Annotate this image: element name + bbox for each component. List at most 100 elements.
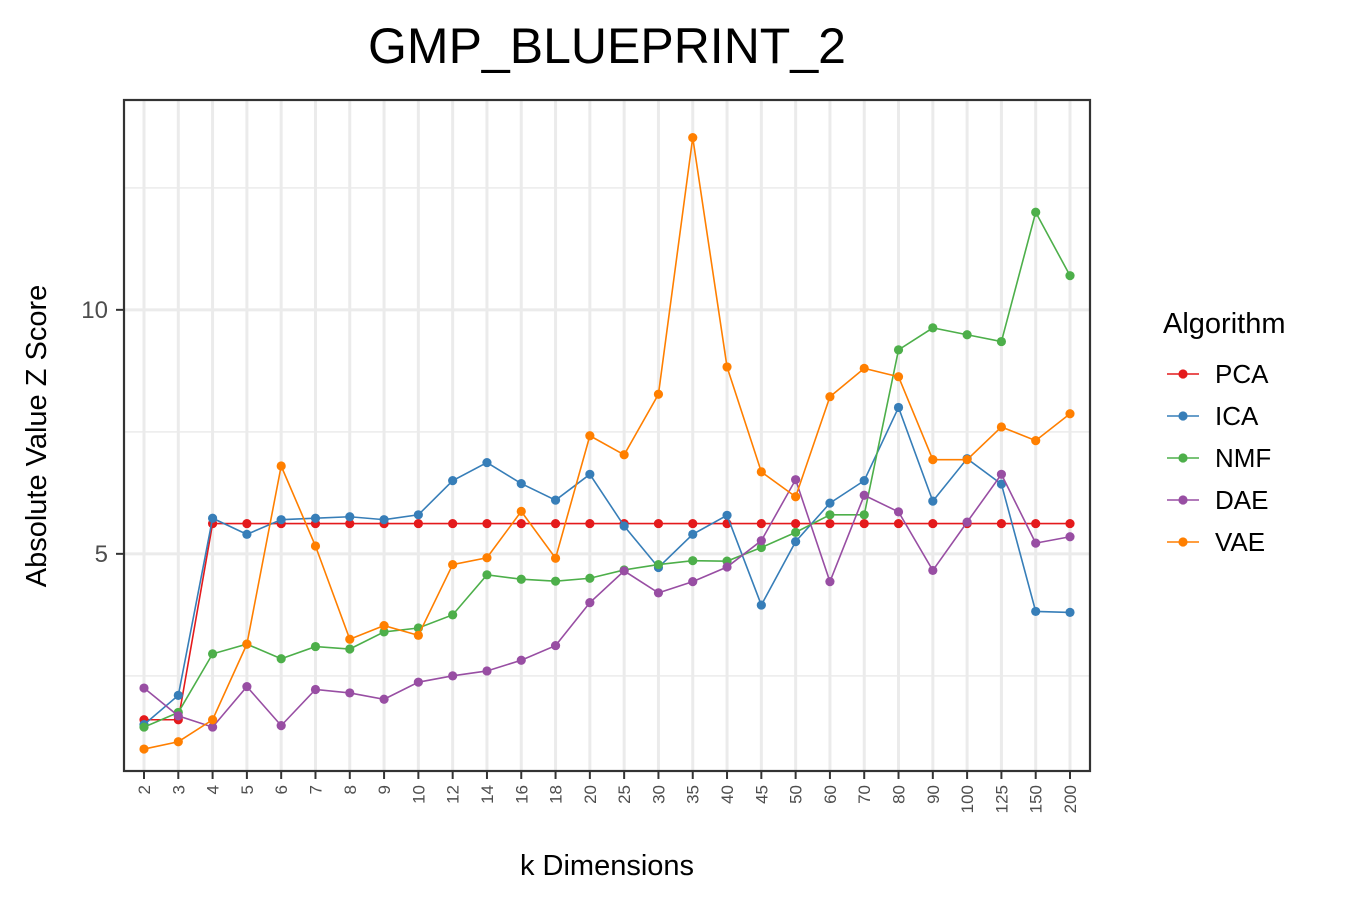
data-point-nmf: [585, 573, 595, 583]
data-point-vae: [893, 372, 904, 382]
data-point-pca: [550, 518, 561, 529]
series-dae: [139, 469, 1075, 732]
data-point-dae: [516, 655, 526, 665]
data-point-nmf: [756, 542, 766, 553]
data-point-nmf: [482, 570, 492, 580]
data-point-vae: [516, 506, 526, 516]
x-tick-label: 80: [890, 785, 909, 804]
legend-item-vae: VAE: [1167, 527, 1265, 557]
data-point-dae: [345, 688, 355, 698]
series-line-ica: [143, 405, 1071, 726]
data-point-dae: [482, 666, 492, 676]
x-tick-label: 70: [855, 785, 874, 804]
data-point-ica: [173, 690, 183, 700]
x-tick-label: 25: [615, 785, 634, 804]
data-point-pca: [345, 518, 355, 529]
data-point-pca: [585, 518, 595, 529]
legend-label: ICA: [1215, 401, 1259, 431]
x-tick-label: 60: [821, 785, 840, 804]
data-point-pca: [1065, 518, 1075, 529]
data-point-ica: [448, 476, 458, 486]
data-point-vae: [482, 553, 492, 563]
x-tick-label: 16: [512, 785, 531, 804]
data-point-ica: [585, 469, 595, 479]
x-tick-label: 7: [306, 785, 325, 794]
legend-items: PCA ICA NMF DAE VAE: [1167, 359, 1271, 557]
data-point-dae: [928, 565, 938, 576]
panel-border: [122, 98, 1092, 773]
data-point-ica: [413, 510, 423, 520]
data-point-vae: [688, 132, 698, 143]
data-point-dae: [619, 566, 629, 576]
data-point-ica: [276, 515, 286, 525]
data-point-nmf: [379, 627, 389, 637]
data-point-dae: [276, 721, 286, 731]
data-point-dae: [550, 640, 561, 651]
series-layer: [139, 132, 1075, 754]
legend-key-point: [1178, 537, 1188, 547]
data-point-pca: [859, 518, 869, 529]
data-point-nmf: [139, 722, 149, 732]
data-point-dae: [756, 536, 766, 546]
data-point-nmf: [653, 559, 664, 570]
legend-item-ica: ICA: [1167, 401, 1259, 431]
data-point-pca: [653, 518, 664, 529]
data-point-nmf: [276, 654, 286, 664]
x-tick-label: 40: [718, 785, 737, 804]
legend-label: DAE: [1215, 485, 1268, 515]
data-point-vae: [413, 630, 423, 640]
data-point-vae: [139, 744, 149, 754]
legend-key-point: [1178, 495, 1188, 505]
x-axis-title: k Dimensions: [520, 850, 694, 882]
data-point-nmf: [859, 510, 869, 520]
data-point-ica: [791, 537, 801, 547]
legend-key-point: [1178, 411, 1188, 421]
data-point-dae: [173, 711, 183, 721]
data-point-pca: [448, 518, 458, 529]
x-tick-label: 10: [409, 785, 428, 804]
data-point-ica: [482, 457, 492, 468]
data-point-vae: [310, 541, 321, 551]
data-point-ica: [928, 496, 938, 506]
data-point-pca: [756, 518, 766, 529]
data-point-dae: [379, 694, 389, 704]
series-nmf: [139, 207, 1075, 732]
data-point-ica: [859, 476, 869, 486]
data-point-nmf: [996, 336, 1007, 347]
y-tick-label: 5: [95, 541, 108, 568]
legend-key-point: [1178, 369, 1188, 379]
series-vae: [139, 132, 1075, 754]
x-tick-label: 30: [649, 785, 668, 804]
x-tick-label: 45: [752, 785, 771, 804]
data-point-dae: [893, 507, 904, 517]
legend-label: VAE: [1215, 527, 1265, 557]
legend: Algorithm PCA ICA NMF DAE VAE: [1163, 308, 1286, 557]
legend-label: PCA: [1215, 359, 1269, 389]
x-tick-label: 90: [924, 785, 943, 804]
data-point-dae: [996, 469, 1007, 479]
data-point-vae: [859, 363, 869, 373]
data-point-dae: [722, 562, 732, 572]
data-point-pca: [688, 518, 698, 529]
x-tick-label: 14: [478, 785, 497, 804]
series-line-vae: [143, 137, 1071, 750]
y-axis-title: Absolute Value Z Score: [21, 285, 53, 588]
x-tick-label: 4: [204, 785, 223, 794]
data-point-pca: [516, 518, 526, 529]
data-point-dae: [207, 722, 218, 732]
legend-key-point: [1178, 453, 1188, 463]
plot-panel: [122, 98, 1092, 773]
data-point-dae: [825, 577, 835, 587]
data-point-vae: [242, 639, 252, 649]
x-tick-label: 150: [1027, 785, 1046, 813]
data-point-dae: [653, 588, 664, 598]
data-point-pca: [1031, 518, 1041, 529]
x-tick-label: 9: [375, 785, 394, 794]
data-point-ica: [722, 510, 732, 520]
x-tick-label: 3: [169, 785, 188, 794]
data-point-ica: [996, 479, 1007, 489]
x-tick-label: 125: [992, 785, 1011, 813]
data-point-dae: [413, 677, 423, 687]
data-point-nmf: [550, 576, 561, 586]
